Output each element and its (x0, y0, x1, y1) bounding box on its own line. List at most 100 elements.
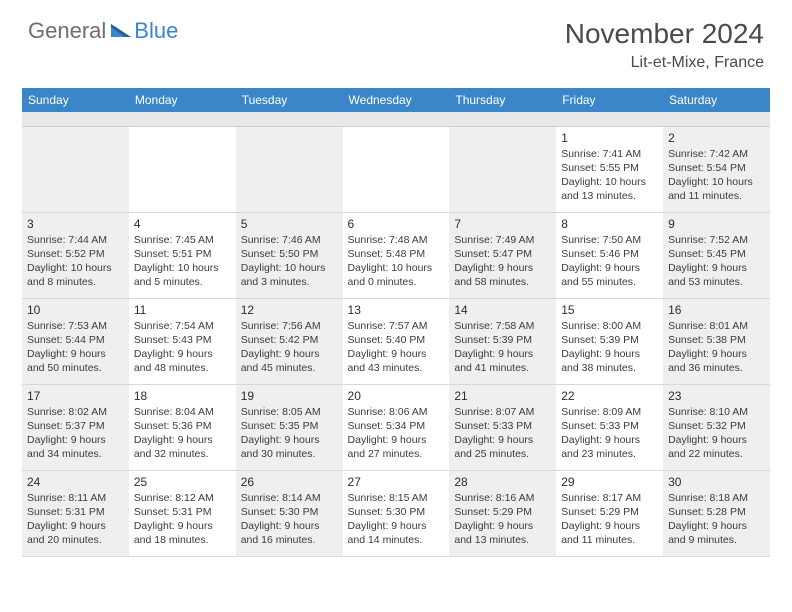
day-header: Sunday (22, 88, 129, 112)
day1-text: Daylight: 10 hours (348, 261, 445, 275)
sunset-text: Sunset: 5:55 PM (561, 161, 658, 175)
sunrise-text: Sunrise: 7:45 AM (134, 233, 231, 247)
day-number: 5 (241, 216, 338, 232)
day2-text: and 9 minutes. (668, 533, 765, 547)
day1-text: Daylight: 9 hours (241, 519, 338, 533)
day-number: 19 (241, 388, 338, 404)
month-title: November 2024 (565, 18, 764, 50)
sunrise-text: Sunrise: 7:44 AM (27, 233, 124, 247)
day1-text: Daylight: 9 hours (241, 433, 338, 447)
sunrise-text: Sunrise: 8:14 AM (241, 491, 338, 505)
day2-text: and 38 minutes. (561, 361, 658, 375)
sunrise-text: Sunrise: 7:52 AM (668, 233, 765, 247)
day2-text: and 11 minutes. (668, 189, 765, 203)
sunrise-text: Sunrise: 7:41 AM (561, 147, 658, 161)
day1-text: Daylight: 9 hours (134, 347, 231, 361)
day1-text: Daylight: 9 hours (348, 433, 445, 447)
spacer-row (22, 112, 770, 126)
day2-text: and 58 minutes. (454, 275, 551, 289)
day2-text: and 50 minutes. (27, 361, 124, 375)
day2-text: and 34 minutes. (27, 447, 124, 461)
day-number: 27 (348, 474, 445, 490)
sunset-text: Sunset: 5:39 PM (561, 333, 658, 347)
day-number: 16 (668, 302, 765, 318)
day2-text: and 11 minutes. (561, 533, 658, 547)
day-header: Thursday (449, 88, 556, 112)
sunset-text: Sunset: 5:36 PM (134, 419, 231, 433)
day1-text: Daylight: 9 hours (454, 519, 551, 533)
day-cell: 9Sunrise: 7:52 AMSunset: 5:45 PMDaylight… (663, 212, 770, 298)
sunrise-text: Sunrise: 8:07 AM (454, 405, 551, 419)
day2-text: and 14 minutes. (348, 533, 445, 547)
sunset-text: Sunset: 5:45 PM (668, 247, 765, 261)
day-header-row: SundayMondayTuesdayWednesdayThursdayFrid… (22, 88, 770, 112)
day-cell: 8Sunrise: 7:50 AMSunset: 5:46 PMDaylight… (556, 212, 663, 298)
week-row: 17Sunrise: 8:02 AMSunset: 5:37 PMDayligh… (22, 384, 770, 470)
sunset-text: Sunset: 5:35 PM (241, 419, 338, 433)
day2-text: and 3 minutes. (241, 275, 338, 289)
day-number: 4 (134, 216, 231, 232)
day1-text: Daylight: 9 hours (561, 433, 658, 447)
day2-text: and 36 minutes. (668, 361, 765, 375)
day2-text: and 30 minutes. (241, 447, 338, 461)
day2-text: and 41 minutes. (454, 361, 551, 375)
day1-text: Daylight: 9 hours (134, 433, 231, 447)
day1-text: Daylight: 9 hours (348, 347, 445, 361)
sunrise-text: Sunrise: 7:49 AM (454, 233, 551, 247)
sunrise-text: Sunrise: 7:46 AM (241, 233, 338, 247)
day-cell: 25Sunrise: 8:12 AMSunset: 5:31 PMDayligh… (129, 470, 236, 556)
day-number: 28 (454, 474, 551, 490)
sunset-text: Sunset: 5:30 PM (241, 505, 338, 519)
sunrise-text: Sunrise: 7:48 AM (348, 233, 445, 247)
sunset-text: Sunset: 5:50 PM (241, 247, 338, 261)
day2-text: and 8 minutes. (27, 275, 124, 289)
sunset-text: Sunset: 5:31 PM (134, 505, 231, 519)
sunrise-text: Sunrise: 8:17 AM (561, 491, 658, 505)
sunrise-text: Sunrise: 8:05 AM (241, 405, 338, 419)
day-number: 9 (668, 216, 765, 232)
day-cell: 28Sunrise: 8:16 AMSunset: 5:29 PMDayligh… (449, 470, 556, 556)
sunrise-text: Sunrise: 8:09 AM (561, 405, 658, 419)
day-header: Tuesday (236, 88, 343, 112)
day-cell: 11Sunrise: 7:54 AMSunset: 5:43 PMDayligh… (129, 298, 236, 384)
logo-word1: General (28, 18, 106, 44)
day-cell: 13Sunrise: 7:57 AMSunset: 5:40 PMDayligh… (343, 298, 450, 384)
location: Lit-et-Mixe, France (565, 54, 764, 72)
day-number: 24 (27, 474, 124, 490)
day-header: Wednesday (343, 88, 450, 112)
day1-text: Daylight: 9 hours (27, 433, 124, 447)
day-number: 8 (561, 216, 658, 232)
sunrise-text: Sunrise: 7:57 AM (348, 319, 445, 333)
sunset-text: Sunset: 5:54 PM (668, 161, 765, 175)
day-cell: 1Sunrise: 7:41 AMSunset: 5:55 PMDaylight… (556, 126, 663, 212)
sunset-text: Sunset: 5:39 PM (454, 333, 551, 347)
day1-text: Daylight: 9 hours (561, 519, 658, 533)
day-header: Friday (556, 88, 663, 112)
sunset-text: Sunset: 5:29 PM (454, 505, 551, 519)
day2-text: and 13 minutes. (561, 189, 658, 203)
sunrise-text: Sunrise: 8:04 AM (134, 405, 231, 419)
sunset-text: Sunset: 5:42 PM (241, 333, 338, 347)
day-number: 17 (27, 388, 124, 404)
day1-text: Daylight: 9 hours (561, 347, 658, 361)
day-number: 25 (134, 474, 231, 490)
day2-text: and 53 minutes. (668, 275, 765, 289)
sunset-text: Sunset: 5:31 PM (27, 505, 124, 519)
day1-text: Daylight: 9 hours (454, 433, 551, 447)
week-row: 24Sunrise: 8:11 AMSunset: 5:31 PMDayligh… (22, 470, 770, 556)
sunrise-text: Sunrise: 7:42 AM (668, 147, 765, 161)
day1-text: Daylight: 9 hours (668, 261, 765, 275)
sunrise-text: Sunrise: 8:16 AM (454, 491, 551, 505)
header: General Blue November 2024 Lit-et-Mixe, … (0, 0, 792, 78)
sunset-text: Sunset: 5:40 PM (348, 333, 445, 347)
day1-text: Daylight: 9 hours (454, 347, 551, 361)
sunrise-text: Sunrise: 8:06 AM (348, 405, 445, 419)
day-cell: 20Sunrise: 8:06 AMSunset: 5:34 PMDayligh… (343, 384, 450, 470)
sunrise-text: Sunrise: 8:11 AM (27, 491, 124, 505)
day-cell: 19Sunrise: 8:05 AMSunset: 5:35 PMDayligh… (236, 384, 343, 470)
day1-text: Daylight: 10 hours (241, 261, 338, 275)
day2-text: and 43 minutes. (348, 361, 445, 375)
sunrise-text: Sunrise: 7:53 AM (27, 319, 124, 333)
day-cell: 24Sunrise: 8:11 AMSunset: 5:31 PMDayligh… (22, 470, 129, 556)
sunrise-text: Sunrise: 7:50 AM (561, 233, 658, 247)
